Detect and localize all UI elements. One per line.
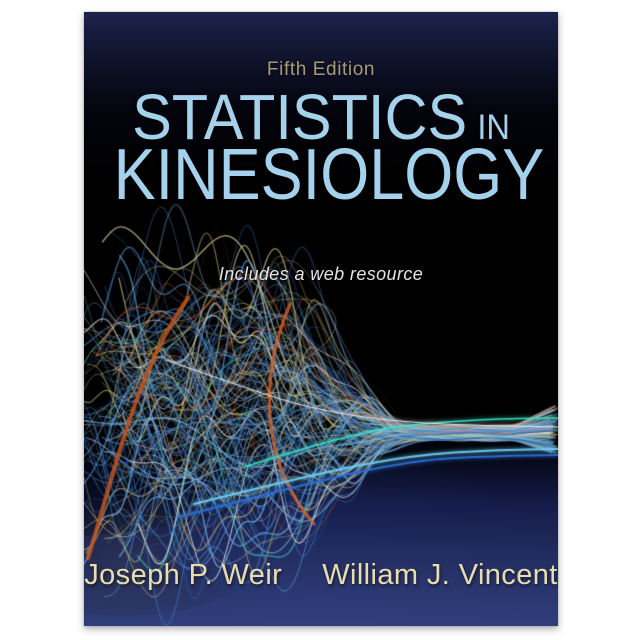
author-name-1: Joseph P. Weir xyxy=(84,559,283,591)
authors-row: Joseph P. Weir William J. Vincent xyxy=(84,559,558,592)
edition-label: Fifth Edition xyxy=(266,59,376,80)
web-resource-tagline: Includes a web resource xyxy=(218,264,424,284)
book-cover: Fifth Edition STATISTICS IN KINESIOLOGY I… xyxy=(84,12,558,626)
book-title: STATISTICS IN KINESIOLOGY xyxy=(84,85,558,211)
title-line-2: KINESIOLOGY xyxy=(113,135,545,215)
title-line-1: STATISTICS IN xyxy=(101,85,542,149)
title-word-in: IN xyxy=(477,108,510,147)
data-streams-artwork xyxy=(84,12,558,626)
author-name-2: William J. Vincent xyxy=(322,559,558,591)
title-word-statistics: STATISTICS xyxy=(132,81,468,153)
